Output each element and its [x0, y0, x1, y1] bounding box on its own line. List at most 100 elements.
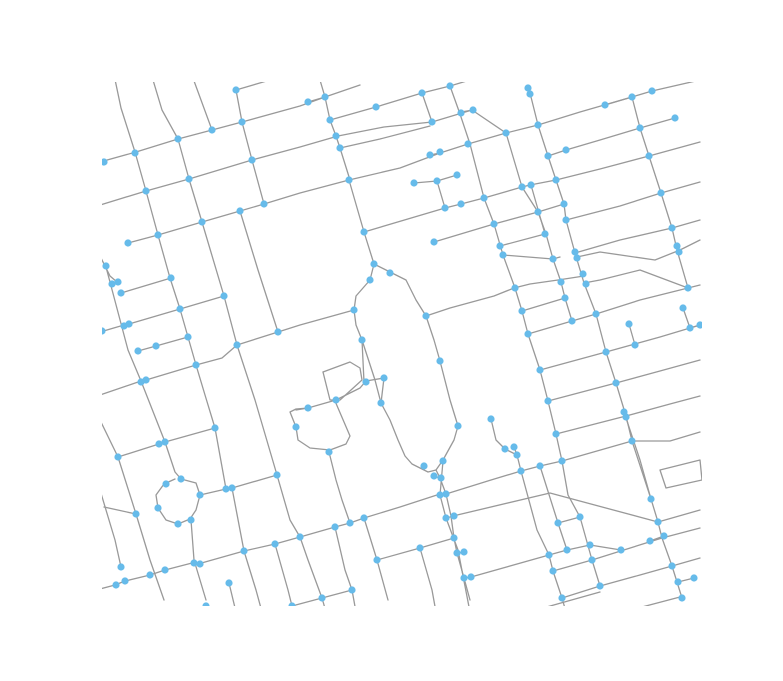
street-edge — [102, 422, 165, 601]
intersection-node — [131, 149, 139, 157]
intersection-node — [527, 181, 535, 189]
intersection-node — [518, 183, 526, 191]
intersection-node — [161, 566, 169, 574]
intersection-node — [304, 98, 312, 106]
intersection-node — [660, 532, 668, 540]
street-edge — [490, 418, 565, 606]
intersection-node — [430, 238, 438, 246]
intersection-node — [196, 560, 204, 568]
intersection-node — [647, 495, 655, 503]
street-edge — [102, 494, 122, 568]
intersection-node — [534, 208, 542, 216]
intersection-node — [192, 361, 200, 369]
intersection-node — [690, 574, 698, 582]
intersection-node — [541, 230, 549, 238]
intersection-node — [460, 574, 468, 582]
intersection-node — [296, 533, 304, 541]
intersection-node — [524, 84, 532, 92]
street-edge — [565, 181, 701, 221]
street-edge — [463, 544, 622, 579]
intersection-node — [648, 87, 656, 95]
intersection-node — [358, 336, 366, 344]
street-edge — [235, 89, 265, 205]
intersection-node — [155, 440, 163, 448]
street-edge — [643, 596, 681, 606]
intersection-node — [549, 255, 557, 263]
intersection-node — [562, 146, 570, 154]
street-edge — [239, 210, 279, 333]
intersection-node — [617, 546, 625, 554]
intersection-node — [625, 320, 633, 328]
street-edge — [114, 82, 227, 490]
intersection-node — [292, 423, 300, 431]
street-edge — [328, 451, 351, 524]
street-edge — [433, 203, 565, 243]
intersection-node — [696, 321, 702, 329]
intersection-node — [271, 540, 279, 548]
street-edge — [190, 519, 207, 601]
intersection-node — [288, 602, 296, 606]
intersection-node — [362, 378, 370, 386]
street-edge — [295, 361, 363, 451]
intersection-node — [464, 140, 472, 148]
intersection-node — [196, 491, 204, 499]
intersection-node — [134, 347, 142, 355]
intersection-node — [132, 510, 140, 518]
intersection-node — [117, 289, 125, 297]
intersection-node — [418, 89, 426, 97]
intersection-node — [373, 556, 381, 564]
intersection-node — [674, 578, 682, 586]
intersection-node — [588, 556, 596, 564]
intersection-node — [552, 430, 560, 438]
intersection-node — [510, 443, 518, 451]
street-edge — [555, 395, 701, 435]
intersection-node — [501, 445, 509, 453]
intersection-node — [154, 231, 162, 239]
intersection-node — [544, 152, 552, 160]
intersection-node — [240, 547, 248, 555]
intersection-node — [433, 177, 441, 185]
intersection-node — [668, 562, 676, 570]
street-edge — [419, 547, 436, 606]
intersection-node — [457, 200, 465, 208]
intersection-node — [679, 304, 687, 312]
street-edge — [539, 465, 568, 551]
intersection-node — [442, 514, 450, 522]
intersection-node — [162, 480, 170, 488]
intersection-node — [487, 415, 495, 423]
intersection-node — [622, 413, 630, 421]
intersection-node — [582, 280, 590, 288]
intersection-node — [668, 224, 676, 232]
intersection-node — [496, 242, 504, 250]
intersection-node — [380, 374, 388, 382]
street-edge — [583, 269, 701, 289]
intersection-node — [304, 404, 312, 412]
intersection-node — [167, 274, 175, 282]
intersection-node — [436, 491, 444, 499]
intersection-node — [238, 118, 246, 126]
intersection-node — [446, 82, 454, 90]
intersection-node — [671, 114, 679, 122]
intersection-node — [420, 462, 428, 470]
intersection-node — [112, 581, 120, 589]
street-edge — [319, 82, 337, 137]
intersection-node — [228, 484, 236, 492]
intersection-node — [174, 520, 182, 528]
intersection-node — [436, 148, 444, 156]
street-edge — [199, 474, 278, 496]
intersection-node — [220, 292, 228, 300]
intersection-node — [499, 251, 507, 259]
intersection-nodes — [102, 82, 702, 606]
intersection-node — [121, 577, 129, 585]
street-edge — [555, 141, 701, 181]
street-edge — [120, 277, 172, 294]
intersection-node — [436, 357, 444, 365]
intersection-node — [518, 307, 526, 315]
intersection-node — [490, 220, 498, 228]
intersection-node — [544, 397, 552, 405]
intersection-node — [114, 453, 122, 461]
street-edge — [521, 297, 566, 312]
intersection-node — [370, 260, 378, 268]
intersection-node — [114, 278, 122, 286]
street-edge — [152, 82, 325, 606]
